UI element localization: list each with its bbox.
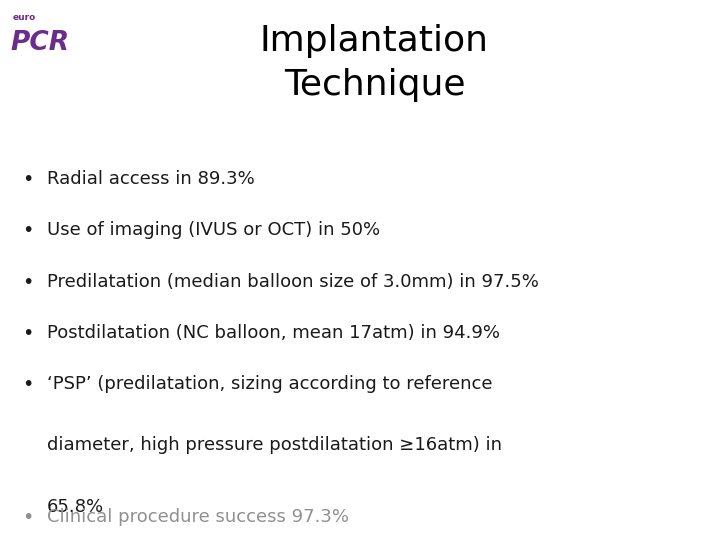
Text: Radial access in 89.3%: Radial access in 89.3% bbox=[47, 170, 255, 188]
Text: Postdilatation (NC balloon, mean 17atm) in 94.9%: Postdilatation (NC balloon, mean 17atm) … bbox=[47, 324, 500, 342]
Text: •: • bbox=[22, 221, 33, 240]
Text: •: • bbox=[22, 170, 33, 189]
Text: Predilatation (median balloon size of 3.0mm) in 97.5%: Predilatation (median balloon size of 3.… bbox=[47, 273, 539, 291]
Text: Clinical procedure success 97.3%: Clinical procedure success 97.3% bbox=[47, 508, 348, 525]
Text: •: • bbox=[22, 324, 33, 343]
Text: •: • bbox=[22, 508, 33, 526]
Text: PCR: PCR bbox=[11, 30, 70, 56]
Text: Use of imaging (IVUS or OCT) in 50%: Use of imaging (IVUS or OCT) in 50% bbox=[47, 221, 380, 239]
Text: euro: euro bbox=[13, 14, 36, 23]
Text: Implantation
Technique: Implantation Technique bbox=[260, 24, 489, 102]
Text: •: • bbox=[22, 273, 33, 292]
Text: •: • bbox=[22, 375, 33, 394]
Text: ‘PSP’ (predilatation, sizing according to reference

diameter, high pressure pos: ‘PSP’ (predilatation, sizing according t… bbox=[47, 375, 502, 516]
